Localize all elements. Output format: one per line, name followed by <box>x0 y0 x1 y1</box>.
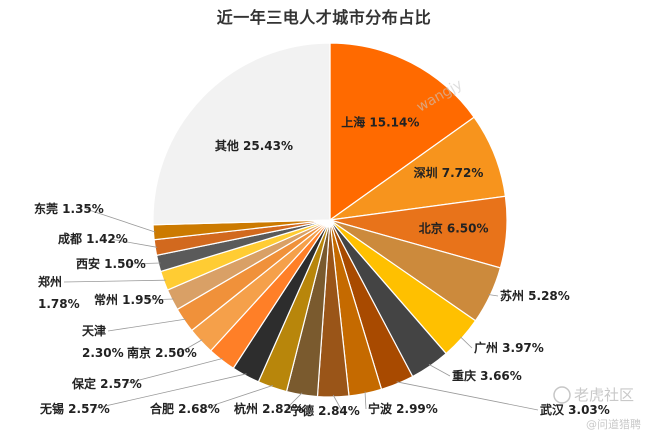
leader-line-15 <box>145 298 174 301</box>
leader-line-10 <box>201 385 274 410</box>
slice-label-10: 合肥 2.68% <box>150 401 220 416</box>
slice-label-18: 成都 1.42% <box>58 231 128 246</box>
leader-line-14 <box>107 318 186 332</box>
slice-label-14: 天津 <box>82 323 106 338</box>
chart-title: 近一年三电人才城市分布占比 <box>216 8 432 27</box>
slice-label-5: 重庆 3.66% <box>452 368 522 383</box>
slice-label-16: 郑州 <box>38 274 62 289</box>
slice-label-12: 保定 2.57% <box>71 376 142 391</box>
slice-labels: 上海 15.14% 深圳 7.72% 北京 6.50% 苏州 5.28% 广州 3.97… <box>34 114 610 418</box>
leader-line-3 <box>488 294 499 297</box>
slice-label-11: 无锡 2.57% <box>39 401 110 416</box>
slice-label-17: 西安 1.50% <box>76 256 146 271</box>
slice-label-15: 常州 1.95% <box>94 292 164 307</box>
leader-lines <box>63 208 539 412</box>
slice-label-8: 宁德 2.84% <box>290 403 360 418</box>
slice-label-7: 宁波 2.99% <box>368 401 438 416</box>
leader-line-8 <box>332 394 343 412</box>
leader-line-13 <box>178 339 203 354</box>
slice-label-6: 武汉 3.03% <box>540 402 610 417</box>
leader-line-17 <box>127 262 161 265</box>
slice-label-4: 广州 3.97% <box>474 340 544 355</box>
slice-label-2: 北京 6.50% <box>419 221 489 236</box>
pie-slice-20 <box>152 42 331 226</box>
watermark-sub: @问道猎聘 <box>586 417 641 431</box>
leader-line-12 <box>123 358 224 385</box>
leader-line-18 <box>109 238 158 248</box>
slice-label-20: 其他 25.43% <box>215 138 293 153</box>
leader-line-5 <box>428 364 451 377</box>
slice-value-14: 2.30% <box>82 346 124 360</box>
slice-value-16: 1.78% <box>38 297 80 311</box>
slice-label-9: 杭州 2.82% <box>234 401 304 416</box>
slice-label-1: 深圳 7.72% <box>414 165 484 180</box>
leader-line-6 <box>396 381 539 411</box>
pie-slice-0 <box>329 42 475 222</box>
leader-line-7 <box>364 391 367 410</box>
pie-slices <box>152 42 508 398</box>
leader-line-19 <box>85 208 156 233</box>
leader-line-16 <box>63 279 166 283</box>
slice-label-0: 上海 15.14% <box>341 114 419 129</box>
leader-line-11 <box>91 373 247 410</box>
watermark-logo-icon <box>553 386 571 404</box>
leader-line-9 <box>285 392 303 410</box>
slice-label-3: 苏州 5.28% <box>500 288 570 303</box>
leader-line-4 <box>460 336 473 349</box>
slice-label-13: 南京 2.50% <box>127 345 197 360</box>
watermark-brand: 老虎社区 <box>574 386 634 404</box>
slice-label-19: 东莞 1.35% <box>34 201 104 216</box>
